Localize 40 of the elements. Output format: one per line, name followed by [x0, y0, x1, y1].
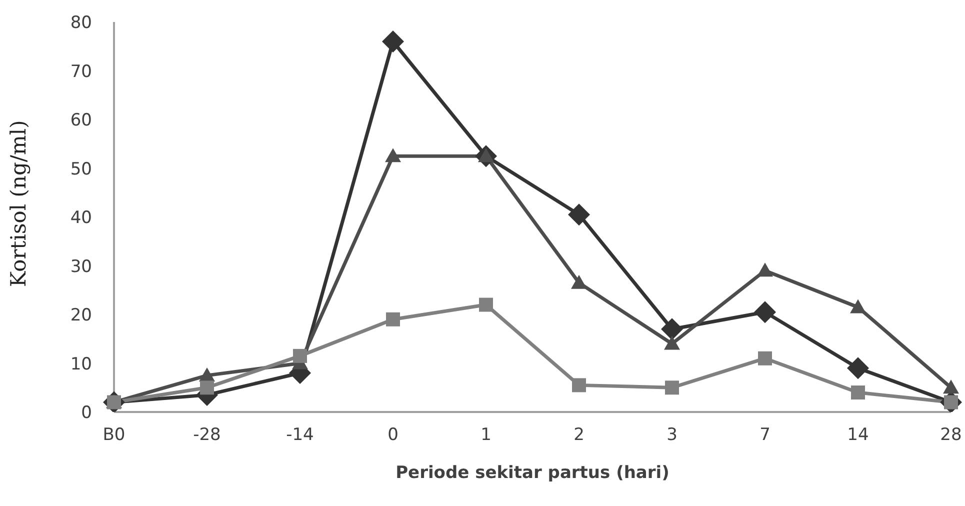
- point: [571, 274, 587, 289]
- point: [943, 380, 959, 394]
- x-tick-label: 3: [666, 425, 678, 446]
- x-tick-label: 2: [574, 425, 584, 446]
- x-tick-label: 0: [388, 425, 398, 446]
- point: [568, 204, 590, 226]
- point: [382, 30, 404, 52]
- x-tick-label: -14: [286, 425, 314, 446]
- y-tick-label: 60: [70, 110, 92, 131]
- point: [386, 312, 400, 326]
- y-tick-label: 20: [70, 306, 92, 326]
- point: [200, 380, 214, 395]
- y-axis-title: Kortisol (ng/ml): [6, 120, 30, 287]
- x-tick-label: 1: [480, 425, 492, 446]
- y-tick-label: 0: [81, 403, 92, 424]
- y-tick-label: 50: [70, 159, 92, 180]
- point: [664, 336, 680, 350]
- x-tick-label: 14: [847, 425, 869, 446]
- point: [758, 351, 772, 366]
- point: [847, 357, 869, 380]
- y-tick-label: 10: [70, 354, 92, 374]
- x-tick-label: -28: [193, 425, 221, 446]
- point: [385, 148, 401, 162]
- point: [754, 301, 776, 324]
- point: [665, 380, 679, 395]
- x-tick-label: 7: [760, 425, 770, 446]
- x-axis-title: Periode sekitar partus (hari): [396, 463, 670, 483]
- y-tick-label: 40: [70, 208, 92, 228]
- y-tick-label: 30: [70, 256, 92, 277]
- point: [572, 378, 586, 392]
- point: [850, 299, 866, 314]
- y-tick-label: 70: [70, 62, 92, 82]
- x-tick-label: 28: [940, 425, 962, 446]
- point: [757, 262, 773, 277]
- point: [479, 298, 493, 312]
- point: [293, 348, 307, 363]
- point: [661, 318, 683, 340]
- point: [851, 386, 865, 400]
- y-tick-label: 80: [70, 13, 92, 34]
- x-tick-label: B0: [102, 425, 126, 446]
